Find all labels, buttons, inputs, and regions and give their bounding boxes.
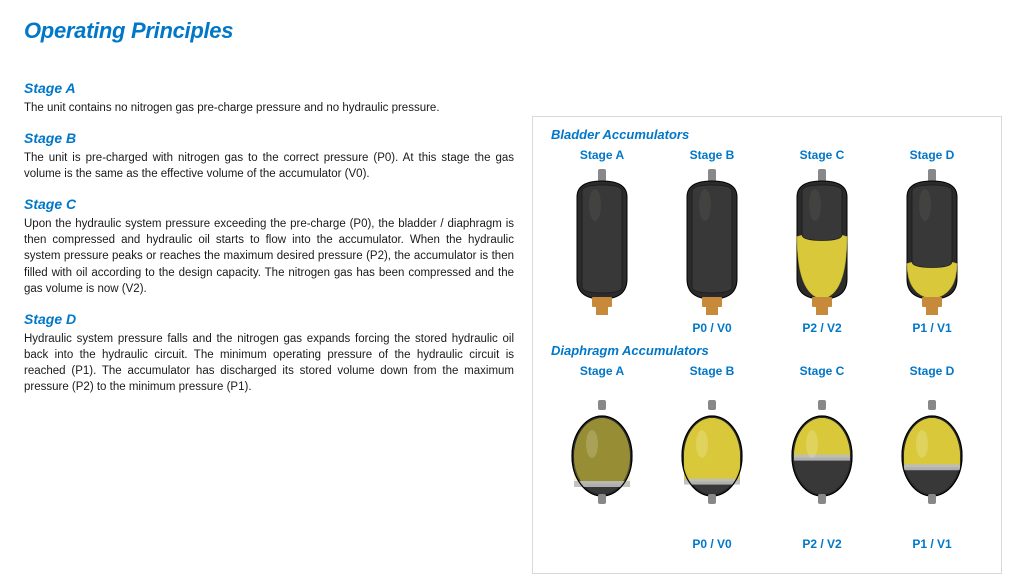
stage-caption — [547, 321, 657, 335]
accumulator-cell: Stage C P2 / V2 — [767, 364, 877, 551]
accumulator-cell: Stage D P1 / V1 — [877, 148, 987, 335]
stage-heading: Stage D — [24, 311, 514, 327]
section-title: Diaphragm Accumulators — [551, 343, 987, 358]
stage-label: Stage C — [767, 148, 877, 162]
stage-body: The unit is pre-charged with nitrogen ga… — [24, 150, 514, 182]
bladder-accumulator-icon — [892, 167, 972, 317]
diaphragm-accumulator-icon — [782, 398, 862, 518]
stage-caption: P1 / V1 — [877, 321, 987, 335]
accumulator-cell: Stage B P0 / V0 — [657, 148, 767, 335]
accumulator-illustration — [877, 380, 987, 535]
stage-label: Stage D — [877, 148, 987, 162]
bladder-accumulator-icon — [782, 167, 862, 317]
stage-caption: P2 / V2 — [767, 321, 877, 335]
stage-caption: P0 / V0 — [657, 537, 767, 551]
accumulator-illustration — [547, 380, 657, 535]
stage-label: Stage C — [767, 364, 877, 378]
stage-label: Stage B — [657, 148, 767, 162]
stage-heading: Stage B — [24, 130, 514, 146]
accumulator-illustration — [767, 380, 877, 535]
diaphragm-row: Stage A Stage B — [547, 364, 987, 551]
stage-caption: P2 / V2 — [767, 537, 877, 551]
diaphragm-accumulator-icon — [562, 398, 642, 518]
bladder-accumulator-icon — [672, 167, 752, 317]
stage-label: Stage A — [547, 148, 657, 162]
accumulator-cell: Stage D P1 / V1 — [877, 364, 987, 551]
bladder-row: Stage A Stage B — [547, 148, 987, 335]
accumulator-illustration — [877, 164, 987, 319]
stage-body: The unit contains no nitrogen gas pre-ch… — [24, 100, 514, 116]
accumulator-illustration — [657, 380, 767, 535]
stage-label: Stage A — [547, 364, 657, 378]
section-title: Bladder Accumulators — [551, 127, 987, 142]
two-column-layout: Stage A The unit contains no nitrogen ga… — [24, 66, 1000, 574]
text-column: Stage A The unit contains no nitrogen ga… — [24, 66, 514, 574]
accumulator-cell: Stage A — [547, 148, 657, 335]
accumulator-cell: Stage C P2 / V2 — [767, 148, 877, 335]
diaphragm-accumulator-icon — [672, 398, 752, 518]
stage-caption: P1 / V1 — [877, 537, 987, 551]
stage-caption — [547, 537, 657, 551]
stage-label: Stage D — [877, 364, 987, 378]
accumulator-illustration — [767, 164, 877, 319]
stage-body: Hydraulic system pressure falls and the … — [24, 331, 514, 395]
accumulator-cell: Stage B P0 / V0 — [657, 364, 767, 551]
stage-heading: Stage A — [24, 80, 514, 96]
bladder-accumulator-icon — [562, 167, 642, 317]
illustration-panel: Bladder Accumulators Stage A Stage B — [532, 116, 1002, 574]
accumulator-illustration — [657, 164, 767, 319]
diaphragm-accumulator-icon — [892, 398, 972, 518]
page-title: Operating Principles — [24, 18, 1000, 44]
stage-caption: P0 / V0 — [657, 321, 767, 335]
accumulator-cell: Stage A — [547, 364, 657, 551]
stage-body: Upon the hydraulic system pressure excee… — [24, 216, 514, 296]
stage-heading: Stage C — [24, 196, 514, 212]
accumulator-illustration — [547, 164, 657, 319]
stage-label: Stage B — [657, 364, 767, 378]
